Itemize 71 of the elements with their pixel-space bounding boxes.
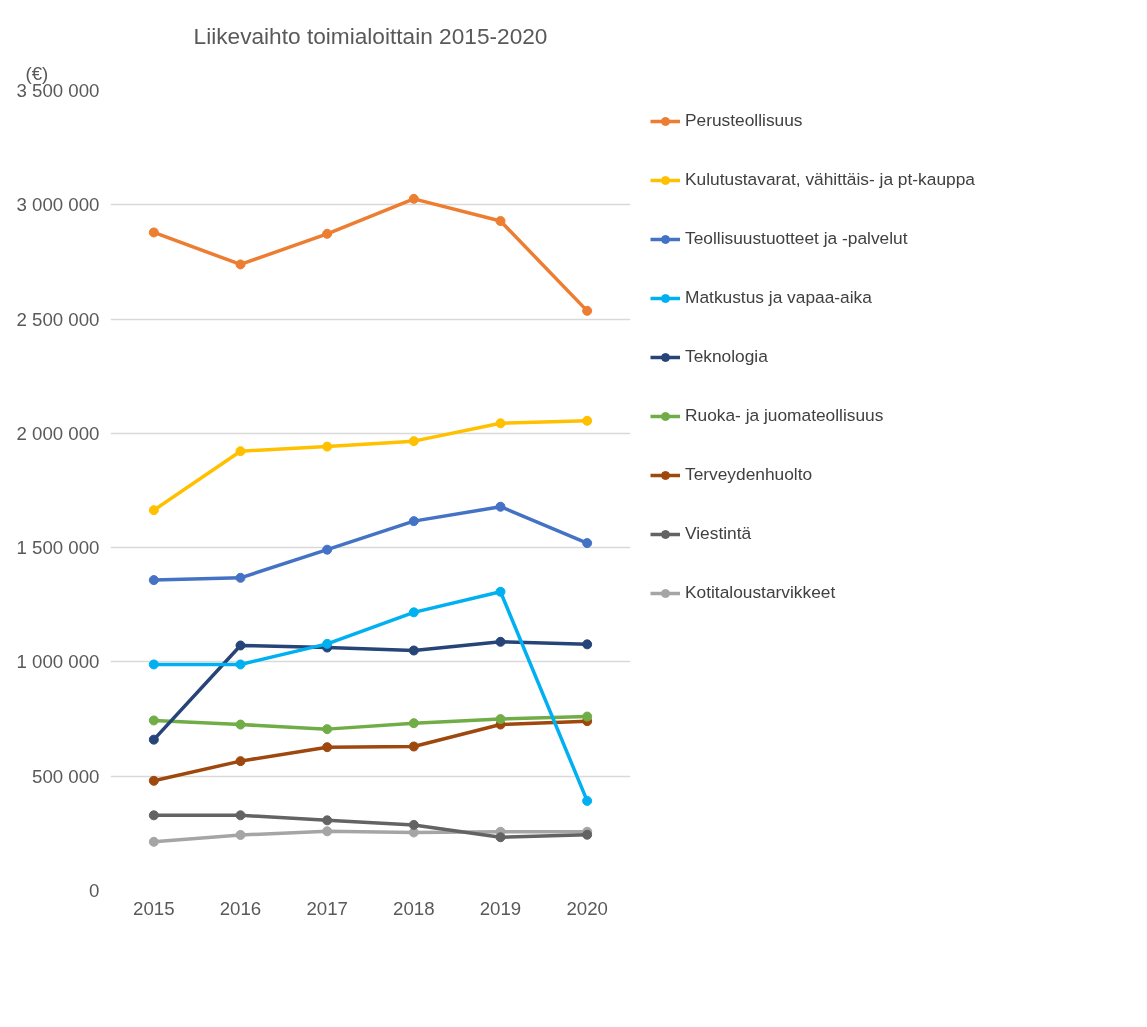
point (408, 645, 419, 656)
legend-label: Teollisuustuotteet ja -palvelut (685, 228, 908, 249)
legend-label: Perusteollisuus (685, 110, 804, 131)
point (408, 718, 419, 729)
y-tick-label: 2 500 000 (16, 308, 100, 330)
point (495, 216, 506, 227)
point (148, 505, 159, 516)
point (408, 516, 419, 527)
point (495, 586, 506, 597)
point (582, 639, 593, 650)
y-tick-label: 3 000 000 (16, 194, 100, 216)
point (582, 538, 593, 549)
point (148, 227, 159, 238)
legend-label: Terveydenhuolto (685, 464, 814, 485)
point (582, 415, 593, 426)
y-tick-label: 1 000 000 (16, 651, 100, 673)
y-tick-label: 500 000 (32, 765, 100, 787)
point (235, 572, 246, 583)
x-tick-label: 2016 (219, 897, 262, 919)
point (322, 815, 333, 826)
point (148, 715, 159, 726)
point (235, 719, 246, 730)
point (495, 832, 506, 843)
x-tick-label: 2018 (393, 897, 435, 919)
point (408, 741, 419, 752)
point (582, 711, 593, 722)
point (148, 734, 159, 745)
point (495, 714, 506, 725)
point (235, 756, 246, 767)
point (322, 228, 333, 239)
point (148, 575, 159, 586)
point (322, 638, 333, 649)
point (148, 775, 159, 786)
chart-title: Liikevaihto toimialoittain 2015-2020 (193, 22, 548, 49)
point (148, 810, 159, 821)
point (408, 436, 419, 447)
point (495, 501, 506, 512)
point (322, 441, 333, 452)
point (322, 742, 333, 753)
x-tick-label: 2019 (479, 897, 522, 919)
legend-label: Matkustus ja vapaa-aika (685, 287, 873, 308)
x-tick-label: 2017 (306, 897, 348, 919)
point (582, 305, 593, 316)
legend-label: Ruoka- ja juomateollisuus (685, 405, 885, 426)
point (148, 836, 159, 847)
point (148, 659, 159, 670)
point (322, 544, 333, 555)
point (408, 819, 419, 830)
point (235, 640, 246, 651)
y-tick-label: 0 (89, 880, 100, 901)
y-axis-title: (€) (25, 62, 49, 84)
point (322, 724, 333, 735)
legend-label: Teknologia (685, 346, 769, 367)
legend-label: Kulutustavarat, vähittäis- ja pt-kauppa (685, 169, 975, 190)
point (235, 446, 246, 457)
point (408, 193, 419, 204)
x-tick-label: 2015 (133, 897, 175, 919)
y-tick-label: 1 500 000 (16, 537, 100, 559)
point (235, 659, 246, 670)
x-tick-label: 2020 (566, 897, 608, 919)
legend-label: Viestintä (685, 523, 753, 544)
point (235, 810, 246, 821)
point (235, 259, 246, 270)
legend-label: Kotitaloustarvikkeet (685, 582, 837, 603)
point (582, 795, 593, 806)
point (322, 826, 333, 837)
point (235, 829, 246, 840)
point (495, 418, 506, 429)
point (408, 607, 419, 618)
y-tick-label: 2 000 000 (16, 422, 100, 444)
point (495, 636, 506, 647)
